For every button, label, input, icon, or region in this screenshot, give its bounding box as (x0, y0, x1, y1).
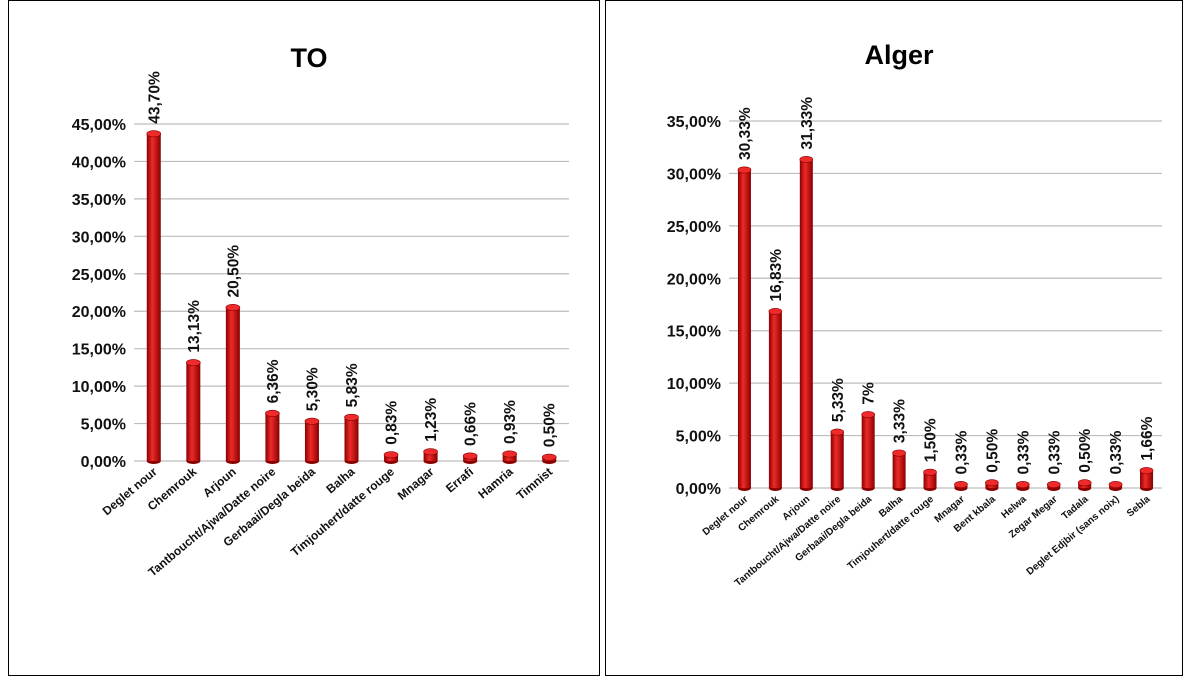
bar (502, 450, 517, 464)
category-label: Balha (877, 494, 905, 520)
data-label: 1,23% (423, 398, 440, 442)
category-label: Hamria (475, 464, 515, 501)
bar (1016, 481, 1030, 491)
bar (923, 468, 937, 491)
data-label: 7% (861, 382, 878, 405)
bar (1046, 481, 1061, 491)
y-tick-label: 30,00% (72, 229, 126, 246)
bar (541, 453, 557, 464)
y-tick-label: 0,00% (81, 454, 126, 471)
data-label: 13,13% (186, 300, 203, 353)
data-label: 1,66% (1139, 416, 1156, 460)
y-tick-label: 30,00% (667, 166, 721, 183)
data-label: 20,50% (225, 245, 242, 298)
data-label: 0,93% (502, 400, 519, 444)
bar (265, 409, 280, 464)
data-label: 5,83% (344, 363, 361, 407)
data-label: 16,83% (768, 249, 785, 302)
data-label: 6,36% (265, 359, 282, 403)
bar (799, 155, 814, 491)
y-tick-label: 15,00% (667, 324, 721, 341)
data-label: 0,50% (1077, 429, 1094, 473)
chart-to-svg: TO 0,00% 5,00% 10,00% 15,00% 20,00% 25,00% 30,0… (72, 43, 569, 579)
y-tick-label: 45,00% (72, 117, 126, 134)
data-label: 0,66% (463, 402, 480, 446)
data-label: 0,33% (1108, 430, 1125, 474)
category-label: Balha (323, 464, 357, 496)
y-tick-label: 10,00% (72, 379, 126, 396)
data-label: 5,30% (304, 367, 321, 411)
y-tick-label: 0,00% (676, 481, 721, 498)
bar (830, 428, 845, 491)
category-label: Timnist (514, 465, 556, 503)
y-tick-label: 25,00% (72, 267, 126, 284)
bar (1139, 467, 1154, 491)
chart-panel-alger: Alger 0,00% 5,00% 10,00% 15,00% 20,00% 25,00% 3… (605, 0, 1183, 676)
chart-alger-svg: Alger 0,00% 5,00% 10,00% 15,00% 20,00% 25,00% 3… (667, 40, 1162, 589)
y-tick-label: 10,00% (667, 376, 721, 393)
data-label: 3,33% (892, 399, 909, 443)
category-label: Mnagar (395, 464, 437, 502)
y-tick-label: 20,00% (72, 304, 126, 321)
bar (892, 449, 906, 491)
y-tick-label: 25,00% (667, 219, 721, 236)
y-tick-label: 35,00% (667, 114, 721, 131)
category-label: Errafi (443, 465, 476, 496)
y-tick-label: 15,00% (72, 342, 126, 359)
data-label: 1,50% (923, 418, 940, 462)
y-tick-label: 20,00% (667, 271, 721, 288)
data-label: 0,33% (1046, 430, 1063, 474)
bar (954, 481, 968, 491)
bar (1077, 479, 1092, 491)
bar (186, 359, 201, 464)
chart-title: TO (290, 43, 327, 73)
bar (737, 166, 752, 491)
y-tick-label: 35,00% (72, 192, 126, 209)
bar (383, 451, 399, 464)
data-label: 0,33% (953, 430, 970, 474)
data-label: 30,33% (737, 107, 754, 160)
category-label: Sebla (1125, 494, 1153, 520)
data-label: 5,33% (830, 378, 847, 422)
bar (462, 452, 478, 464)
data-label: 43,70% (146, 71, 163, 124)
bar (225, 303, 241, 464)
chart-panel-to: TO 0,00% 5,00% 10,00% 15,00% 20,00% 25,00% 30,0… (8, 0, 600, 676)
bar (985, 479, 999, 491)
y-tick-label: 5,00% (676, 429, 721, 446)
y-tick-label: 40,00% (72, 154, 126, 171)
bar (423, 448, 438, 464)
data-label: 31,33% (799, 97, 816, 150)
data-label: 0,33% (1015, 430, 1032, 474)
data-label: 0,83% (384, 401, 401, 445)
bar (768, 308, 783, 491)
bar (304, 417, 320, 464)
bar (146, 130, 162, 464)
data-label: 0,50% (542, 403, 559, 447)
y-tick-label: 5,00% (81, 417, 126, 434)
bar (344, 413, 359, 464)
bar (861, 411, 875, 491)
data-label: 0,50% (984, 429, 1001, 473)
bar (1108, 481, 1123, 491)
chart-title: Alger (864, 40, 934, 70)
